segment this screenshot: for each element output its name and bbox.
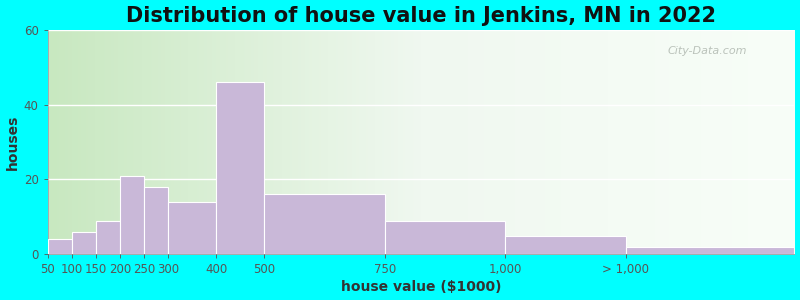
Bar (506, 236, 626, 254)
Bar (48, 239, 72, 254)
Y-axis label: houses: houses (6, 114, 19, 170)
Bar (385, 220, 506, 254)
Bar (216, 82, 265, 254)
Bar (168, 202, 216, 254)
Bar (626, 247, 794, 254)
Text: City-Data.com: City-Data.com (667, 46, 747, 56)
Bar (96, 220, 120, 254)
Bar (72, 232, 96, 254)
Bar (120, 176, 144, 254)
Bar (144, 187, 168, 254)
Bar (265, 194, 385, 254)
X-axis label: house value ($1000): house value ($1000) (341, 280, 502, 294)
Title: Distribution of house value in Jenkins, MN in 2022: Distribution of house value in Jenkins, … (126, 6, 716, 26)
